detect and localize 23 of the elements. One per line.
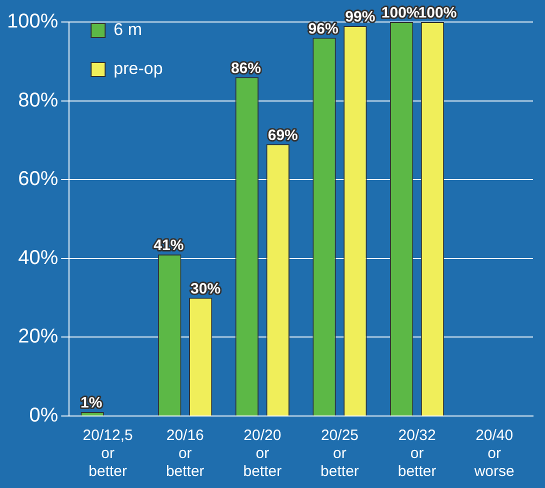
data-label: 96% — [308, 20, 338, 38]
data-label: 69% — [268, 126, 298, 144]
y-tick-label: 40% — [18, 246, 58, 269]
y-tick-label: 20% — [18, 326, 58, 348]
x-tick-label: 20/32 or better — [398, 427, 436, 480]
y-tick-label: 60% — [18, 168, 58, 190]
x-tick-label: 20/40 or worse — [473, 427, 514, 480]
y-tick-label: 100% — [6, 10, 58, 33]
legend-label: 6 m — [114, 20, 142, 40]
x-tick-label: 20/16 or better — [166, 427, 204, 480]
x-tick-label: 20/25 or better — [320, 427, 359, 480]
x-tick-label: 20/20 or better — [243, 427, 282, 480]
data-label: 100% — [418, 4, 457, 22]
data-label: 99% — [345, 8, 376, 26]
y-tick-label: 0% — [29, 404, 58, 427]
data-label: 86% — [230, 60, 261, 77]
y-tick-label: 80% — [18, 89, 58, 112]
data-label: 100% — [381, 4, 420, 22]
data-label: 30% — [190, 280, 221, 298]
data-label: 41% — [154, 237, 184, 254]
x-tick-label: 20/12,5 or better — [82, 427, 133, 480]
legend-label: pre-op — [114, 59, 163, 78]
data-label: 1% — [80, 394, 102, 412]
